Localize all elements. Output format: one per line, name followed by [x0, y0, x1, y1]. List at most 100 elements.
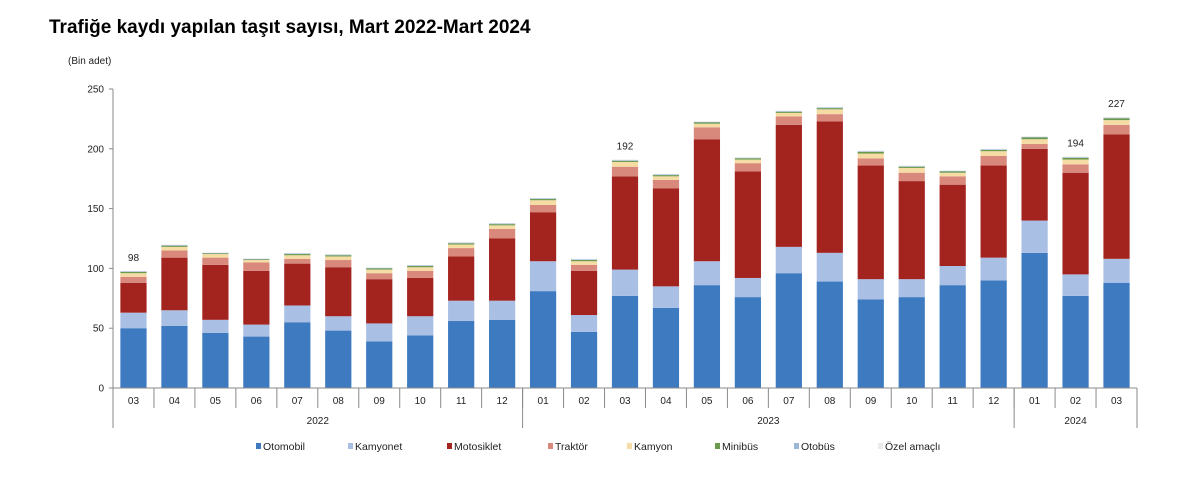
x-tick-label: 07 — [783, 396, 795, 407]
bar-segment-trakt-r — [1062, 164, 1089, 173]
bar-stack — [1103, 117, 1130, 388]
bar-segment-otomobil — [1062, 295, 1089, 388]
bar-segment-otomobil — [489, 319, 516, 388]
bar-segment-kamyonet — [1062, 274, 1089, 296]
legend-swatch — [447, 443, 452, 449]
bar-segment-trakt-r — [202, 257, 229, 265]
bar-segment-motosiklet — [693, 139, 721, 262]
y-tick-label: 0 — [98, 384, 104, 395]
x-tick-label: 11 — [947, 396, 958, 407]
bar-segment--zel-ama-l- — [816, 106, 843, 108]
bar-segment-otomobil — [161, 325, 188, 388]
bar-segment-otomobil — [652, 307, 680, 388]
bar-segment-trakt-r — [366, 273, 393, 280]
bar-segment--zel-ama-l- — [693, 121, 721, 122]
bar-segment-minib-s — [284, 254, 311, 256]
bar-segment-kamyonet — [857, 279, 884, 300]
bar-segment-kamyon — [202, 254, 229, 258]
bar-stack — [734, 157, 761, 388]
year-group-label: 2023 — [757, 416, 780, 427]
bar-segment-otomobil — [366, 341, 393, 388]
bar-segment-otob-s — [161, 245, 188, 246]
bar-segment-trakt-r — [857, 158, 884, 166]
bar-segment-trakt-r — [489, 228, 516, 239]
bar-segment-motosiklet — [489, 238, 516, 301]
bar-segment-kamyonet — [489, 300, 516, 320]
bar-segment-trakt-r — [980, 155, 1007, 166]
bar-segment-trakt-r — [161, 250, 188, 258]
x-tick-label: 11 — [456, 396, 467, 407]
bar-segment-minib-s — [693, 122, 721, 124]
bar-segment-otob-s — [202, 252, 229, 254]
bar-stack — [939, 170, 966, 388]
bar-segment-trakt-r — [652, 179, 680, 189]
bar-segment-kamyon — [284, 255, 311, 259]
bar-segment-otomobil — [693, 285, 721, 388]
bar-segment-motosiklet — [939, 184, 966, 267]
bar-total-label: 98 — [128, 253, 140, 264]
bar-segment--zel-ama-l- — [652, 173, 680, 175]
bar-segment-otob-s — [775, 111, 802, 112]
bar-segment-kamyonet — [1103, 258, 1130, 283]
bar-segment-motosiklet — [570, 270, 598, 316]
bar-segment--zel-ama-l- — [202, 252, 229, 253]
bar-segment--zel-ama-l- — [857, 150, 884, 152]
legend-label: Özel amaçlı — [885, 441, 940, 453]
bar-segment-kamyonet — [448, 300, 475, 322]
bar-segment-kamyon — [775, 112, 802, 117]
bar-segment-motosiklet — [898, 181, 925, 280]
bar-segment--zel-ama-l- — [448, 242, 475, 243]
bar-segment--zel-ama-l- — [1062, 156, 1089, 158]
bar-segment-kamyonet — [1021, 220, 1048, 253]
x-tick-label: 03 — [1111, 396, 1123, 407]
legend-label: Otomobil — [263, 441, 305, 453]
bar-segment-otomobil — [1103, 282, 1130, 388]
x-tick-label: 06 — [742, 396, 754, 407]
bar-segment-motosiklet — [448, 256, 475, 301]
legend-swatch — [256, 443, 261, 449]
bar-segment-minib-s — [325, 255, 352, 257]
legend-item: Kamyon — [627, 441, 673, 453]
bar-stack — [529, 197, 557, 388]
bar-segment-motosiklet — [284, 263, 311, 306]
bar-segment-trakt-r — [407, 270, 434, 278]
bar-segment-otomobil — [980, 280, 1007, 388]
x-tick-label: 12 — [988, 396, 1000, 407]
bar-segment--zel-ama-l- — [161, 244, 188, 246]
bar-segment-minib-s — [120, 271, 147, 274]
bar-segment-kamyonet — [570, 315, 598, 332]
x-tick-label: 02 — [578, 396, 590, 407]
bar-segment-otomobil — [775, 273, 802, 388]
bar-segment-kamyonet — [284, 305, 311, 323]
bar-segment-otob-s — [898, 166, 925, 167]
bar-segment-otob-s — [284, 253, 311, 255]
bar-segment-kamyonet — [407, 316, 434, 336]
bar-segment-otob-s — [1103, 117, 1130, 119]
bar-segment-kamyon — [734, 159, 761, 164]
bar-segment-minib-s — [161, 245, 188, 247]
legend-item: Otobüs — [794, 441, 835, 453]
bar-segment-trakt-r — [243, 262, 270, 271]
bar-segment-motosiklet — [243, 270, 270, 325]
bar-stack — [489, 222, 516, 388]
bar-segment-kamyon — [939, 172, 966, 177]
bar-segment-minib-s — [857, 151, 884, 154]
bar-segment-kamyon — [980, 151, 1007, 156]
x-tick-label: 02 — [1070, 396, 1082, 407]
bar-segment-trakt-r — [1103, 124, 1130, 135]
bar-segment-otomobil — [857, 299, 884, 388]
bar-segment-otomobil — [529, 291, 557, 388]
bar-segment-kamyon — [570, 261, 598, 265]
x-tick-label: 10 — [906, 396, 918, 407]
bar-segment-kamyon — [857, 153, 884, 159]
bar-segment-kamyonet — [366, 323, 393, 342]
bar-segment-otob-s — [611, 160, 639, 161]
bar-segment-motosiklet — [980, 165, 1007, 258]
bar-segment-kamyon — [1103, 120, 1130, 125]
bar-segment--zel-ama-l- — [1021, 136, 1048, 137]
legend-label: Otobüs — [801, 441, 835, 453]
bar-segment-minib-s — [611, 160, 639, 162]
bar-segment-trakt-r — [898, 172, 925, 182]
bar-segment--zel-ama-l- — [489, 222, 516, 224]
bar-segment-minib-s — [652, 175, 680, 177]
